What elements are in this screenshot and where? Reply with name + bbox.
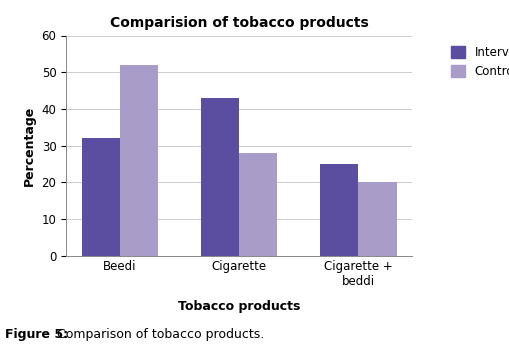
Bar <box>320 164 358 256</box>
Bar <box>201 98 239 256</box>
Bar <box>358 182 397 256</box>
X-axis label: Tobacco products: Tobacco products <box>178 300 300 312</box>
Title: Comparision of tobacco products: Comparision of tobacco products <box>110 16 369 30</box>
Bar <box>120 65 158 256</box>
Y-axis label: Percentage: Percentage <box>23 105 36 186</box>
Text: Figure 5:: Figure 5: <box>5 328 68 341</box>
Text: Comparison of tobacco products.: Comparison of tobacco products. <box>53 328 265 341</box>
Bar <box>239 153 277 256</box>
Bar <box>82 138 120 256</box>
Legend: Intervention, Control: Intervention, Control <box>446 42 509 83</box>
